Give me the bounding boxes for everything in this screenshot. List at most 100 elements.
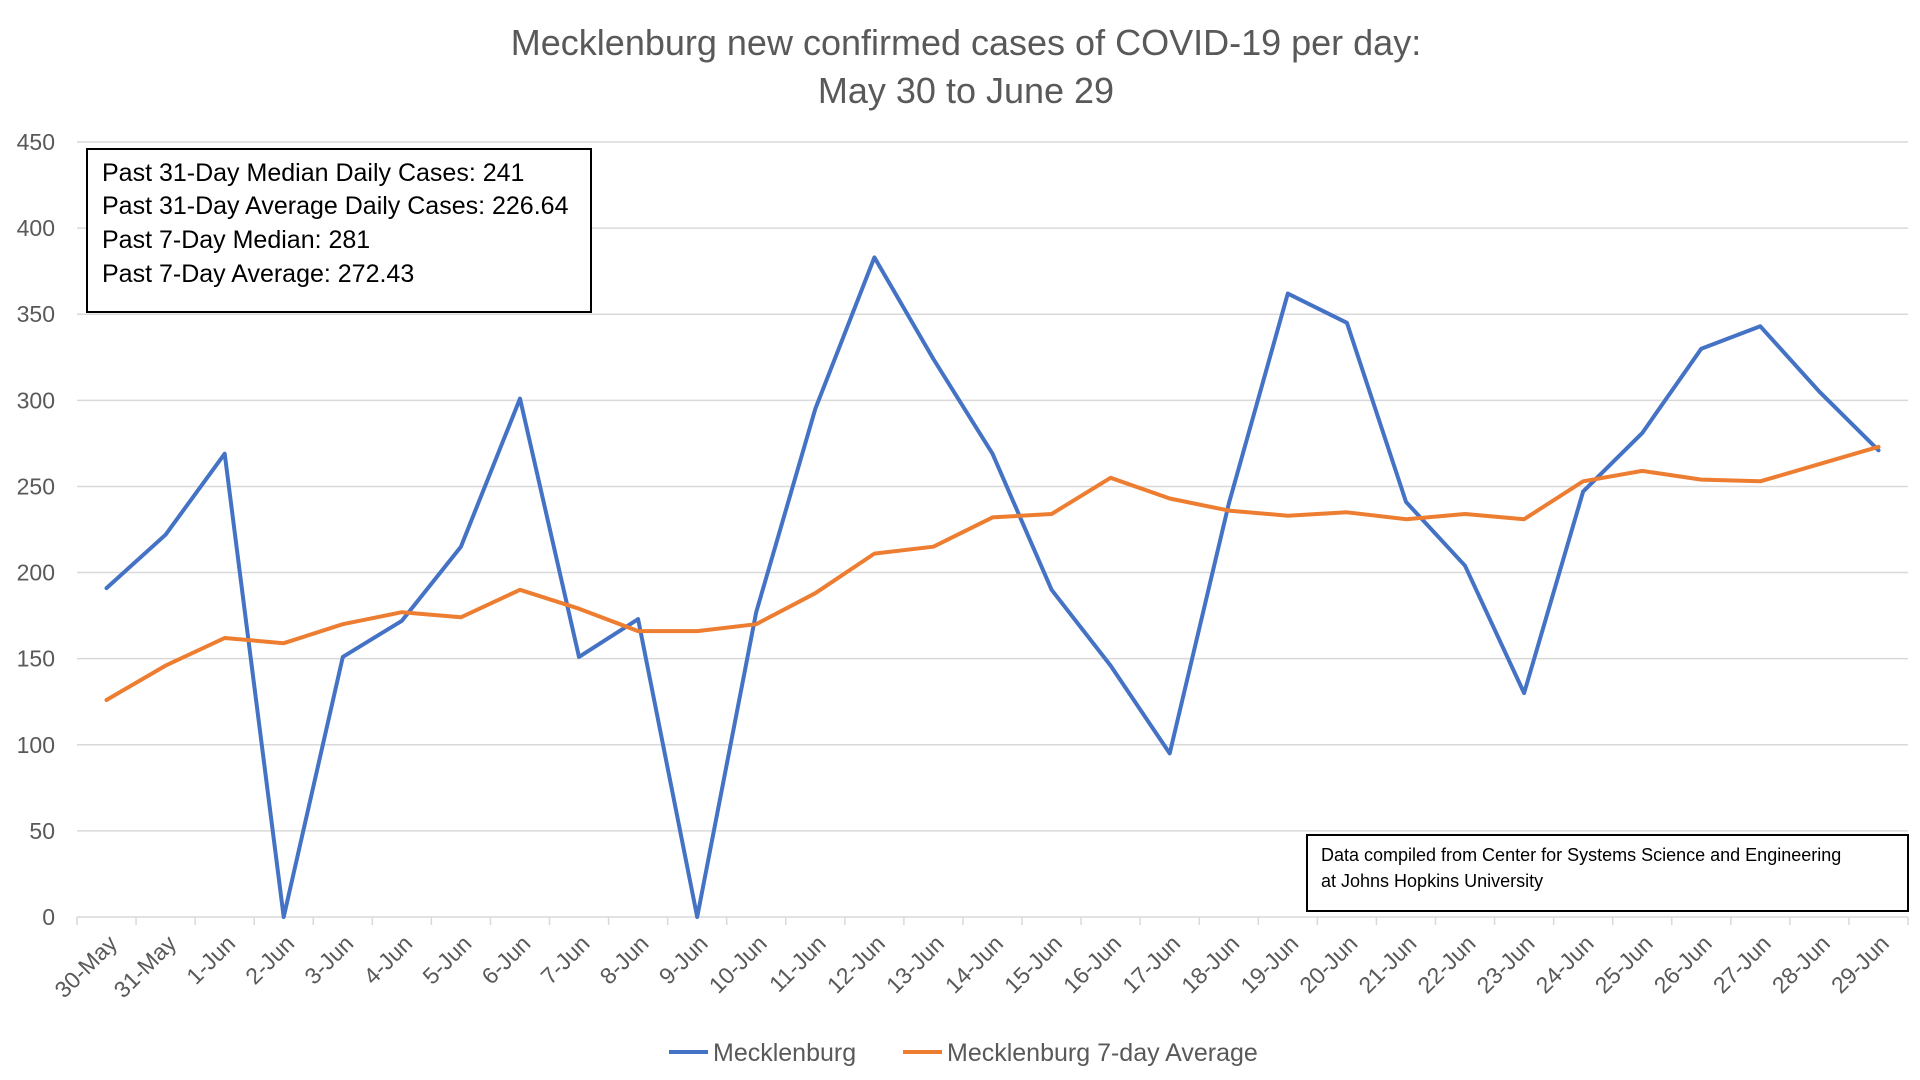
chart-title-line-2: May 30 to June 29	[818, 70, 1114, 111]
series-1-point-31-May	[163, 663, 169, 669]
x-tick-label-3-Jun: 3-Jun	[299, 930, 358, 989]
stats-line-1: Past 31-Day Median Daily Cases: 241	[102, 159, 524, 187]
series-0-point-5-Jun	[458, 544, 464, 550]
series-line-1	[104, 444, 1881, 702]
stats-line-3: Past 7-Day Median: 281	[102, 226, 370, 254]
y-axis-ticks: 0 50 100 150 200 250 300 350 400 450	[17, 129, 55, 930]
x-tick-label-8-Jun: 8-Jun	[595, 930, 654, 989]
x-tick-label-14-Jun: 14-Jun	[940, 930, 1008, 998]
y-tick-label-50: 50	[29, 818, 55, 844]
x-tick-label-18-Jun: 18-Jun	[1176, 930, 1244, 998]
x-tick-label-2-Jun: 2-Jun	[240, 930, 299, 989]
x-tick-label-20-Jun: 20-Jun	[1294, 930, 1362, 998]
series-1-point-6-Jun	[517, 587, 523, 593]
legend-item-mecklenburg: Mecklenburg	[669, 1039, 856, 1067]
x-tick-label-28-Jun: 28-Jun	[1767, 930, 1835, 998]
series-1-point-4-Jun	[399, 609, 405, 615]
series-1-point-3-Jun	[340, 621, 346, 627]
legend-label-mecklenburg: Mecklenburg	[713, 1039, 856, 1067]
series-1-point-12-Jun	[871, 551, 877, 557]
series-0-point-27-Jun	[1757, 323, 1763, 329]
series-0-point-28-Jun	[1816, 389, 1822, 395]
y-tick-label-450: 450	[17, 129, 55, 155]
series-0-point-7-Jun	[576, 654, 582, 660]
series-0-point-12-Jun	[871, 254, 877, 260]
series-0-point-6-Jun	[517, 396, 523, 402]
y-tick-label-250: 250	[17, 473, 55, 499]
stats-annotation-box: Past 31-Day Median Daily Cases: 241 Past…	[86, 148, 592, 313]
series-0-point-17-Jun	[1167, 750, 1173, 756]
series-1-point-30-May	[104, 697, 110, 703]
chart-title-line-1: Mecklenburg new confirmed cases of COVID…	[511, 22, 1421, 63]
x-tick-label-7-Jun: 7-Jun	[536, 930, 595, 989]
series-0-point-13-Jun	[930, 356, 936, 362]
stats-box-border	[86, 148, 592, 313]
series-1-point-22-Jun	[1462, 511, 1468, 517]
x-tick-label-19-Jun: 19-Jun	[1235, 930, 1303, 998]
series-0-point-18-Jun	[1226, 501, 1232, 507]
legend-item-7day-average: Mecklenburg 7-day Average	[903, 1039, 1258, 1067]
y-tick-label-100: 100	[17, 732, 55, 758]
series-1-point-10-Jun	[753, 621, 759, 627]
source-annotation-box: Data compiled from Center for Systems Sc…	[1306, 834, 1909, 912]
series-1-point-19-Jun	[1285, 513, 1291, 519]
stats-line-2: Past 31-Day Average Daily Cases: 226.64	[102, 192, 569, 220]
y-tick-label-0: 0	[42, 904, 55, 930]
y-tick-label-150: 150	[17, 646, 55, 672]
series-0-point-1-Jun	[222, 451, 228, 457]
series-1-point-21-Jun	[1403, 516, 1409, 522]
legend: Mecklenburg Mecklenburg 7-day Average	[669, 1039, 1258, 1067]
series-0-point-14-Jun	[990, 451, 996, 457]
source-line-1: Data compiled from Center for Systems Sc…	[1321, 845, 1841, 865]
x-tick-label-29-Jun: 29-Jun	[1826, 930, 1894, 998]
series-0-point-23-Jun	[1521, 690, 1527, 696]
series-1-point-18-Jun	[1226, 508, 1232, 514]
series-0-point-26-Jun	[1698, 346, 1704, 352]
x-tick-label-25-Jun: 25-Jun	[1590, 930, 1658, 998]
x-tick-label-4-Jun: 4-Jun	[358, 930, 417, 989]
y-tick-label-400: 400	[17, 215, 55, 241]
series-1-point-17-Jun	[1167, 496, 1173, 502]
x-tick-label-24-Jun: 24-Jun	[1531, 930, 1599, 998]
x-tick-label-1-Jun: 1-Jun	[181, 930, 240, 989]
series-0-point-20-Jun	[1344, 320, 1350, 326]
series-0-point-9-Jun	[694, 914, 700, 920]
x-tick-label-16-Jun: 16-Jun	[1058, 930, 1126, 998]
series-0-point-30-May	[104, 585, 110, 591]
series-0-point-19-Jun	[1285, 291, 1291, 297]
series-0-point-24-Jun	[1580, 489, 1586, 495]
x-tick-label-30-May: 30-May	[49, 930, 122, 1003]
x-tick-label-21-Jun: 21-Jun	[1353, 930, 1421, 998]
series-1-point-23-Jun	[1521, 516, 1527, 522]
series-1-point-7-Jun	[576, 606, 582, 612]
series-1-point-11-Jun	[812, 590, 818, 596]
series-0-point-3-Jun	[340, 654, 346, 660]
x-tick-label-17-Jun: 17-Jun	[1117, 930, 1185, 998]
x-tick-label-15-Jun: 15-Jun	[999, 930, 1067, 998]
legend-label-7day-average: Mecklenburg 7-day Average	[947, 1039, 1258, 1067]
x-tick-label-10-Jun: 10-Jun	[704, 930, 772, 998]
series-1-point-9-Jun	[694, 628, 700, 634]
gridlines	[77, 141, 1908, 918]
series-0-point-22-Jun	[1462, 563, 1468, 569]
series-0-point-11-Jun	[812, 406, 818, 412]
x-tick-label-26-Jun: 26-Jun	[1649, 930, 1717, 998]
x-tick-label-23-Jun: 23-Jun	[1472, 930, 1540, 998]
series-0-point-8-Jun	[635, 616, 641, 622]
series-1-point-15-Jun	[1049, 511, 1055, 517]
stats-line-4: Past 7-Day Average: 272.43	[102, 260, 414, 288]
series-0-point-4-Jun	[399, 618, 405, 624]
series-1-point-14-Jun	[990, 514, 996, 520]
series-line-0	[104, 255, 1881, 919]
series-1-point-24-Jun	[1580, 478, 1586, 484]
series-0-point-2-Jun	[281, 914, 287, 920]
x-tick-label-6-Jun: 6-Jun	[476, 930, 535, 989]
series-0-point-25-Jun	[1639, 430, 1645, 436]
series-1-point-27-Jun	[1757, 478, 1763, 484]
x-tick-label-27-Jun: 27-Jun	[1708, 930, 1776, 998]
series-0-point-15-Jun	[1049, 587, 1055, 593]
series-1-point-16-Jun	[1108, 475, 1114, 481]
series-1-point-1-Jun	[222, 635, 228, 641]
x-tick-label-12-Jun: 12-Jun	[822, 930, 890, 998]
